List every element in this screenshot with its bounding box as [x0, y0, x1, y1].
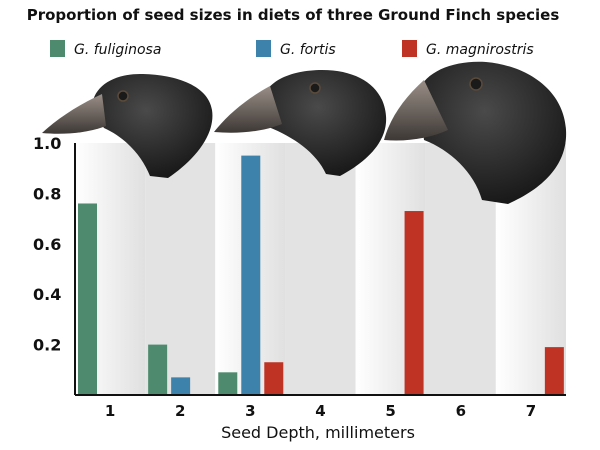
- bar-0-3: [218, 372, 238, 395]
- y-tick-label-4: 1.0: [33, 134, 61, 153]
- x-tick-label-6: 6: [456, 402, 466, 420]
- bar-2-7: [544, 347, 564, 395]
- x-tick-label-3: 3: [245, 402, 255, 420]
- axes: [74, 143, 566, 396]
- y-tick-label-2: 0.6: [33, 235, 61, 254]
- y-tick-labels: 0.2 0.4 0.6 0.8 1.0: [33, 134, 61, 355]
- legend-swatch-0: [50, 40, 65, 57]
- bar-2-5: [404, 211, 424, 395]
- y-tick-label-1: 0.4: [33, 285, 61, 304]
- legend-swatch-1: [256, 40, 271, 57]
- finch-head-magnirostris-illustration: [384, 61, 567, 204]
- bar-2-3: [264, 362, 284, 395]
- finch-head-fuliginosa-illustration: [42, 74, 213, 178]
- finch-head-fortis-illustration: [214, 70, 387, 176]
- x-tick-label-5: 5: [385, 402, 395, 420]
- x-axis-label: Seed Depth, millimeters: [221, 423, 415, 442]
- bars: [78, 155, 564, 395]
- bar-0-1: [78, 203, 97, 395]
- legend: G. fuliginosa G. fortis G. magnirostris: [50, 40, 534, 58]
- x-tick-label-4: 4: [315, 402, 325, 420]
- x-tick-label-2: 2: [175, 402, 185, 420]
- bar-1-3: [241, 155, 261, 395]
- bar-0-2: [148, 344, 168, 395]
- y-tick-label-0: 0.2: [33, 336, 61, 355]
- legend-swatch-2: [402, 40, 417, 57]
- x-tick-labels: 1 2 3 4 5 6 7: [105, 402, 536, 420]
- legend-label-2: G. magnirostris: [426, 42, 534, 58]
- x-tick-label-7: 7: [526, 402, 536, 420]
- chart-title: Proportion of seed sizes in diets of thr…: [27, 6, 560, 24]
- y-tick-label-3: 0.8: [33, 184, 61, 203]
- bar-1-2: [171, 377, 191, 395]
- x-tick-label-1: 1: [105, 402, 115, 420]
- background-band-4: [285, 143, 356, 395]
- legend-label-1: G. fortis: [280, 42, 336, 58]
- background-bands: [75, 143, 566, 395]
- legend-label-0: G. fuliginosa: [74, 42, 161, 58]
